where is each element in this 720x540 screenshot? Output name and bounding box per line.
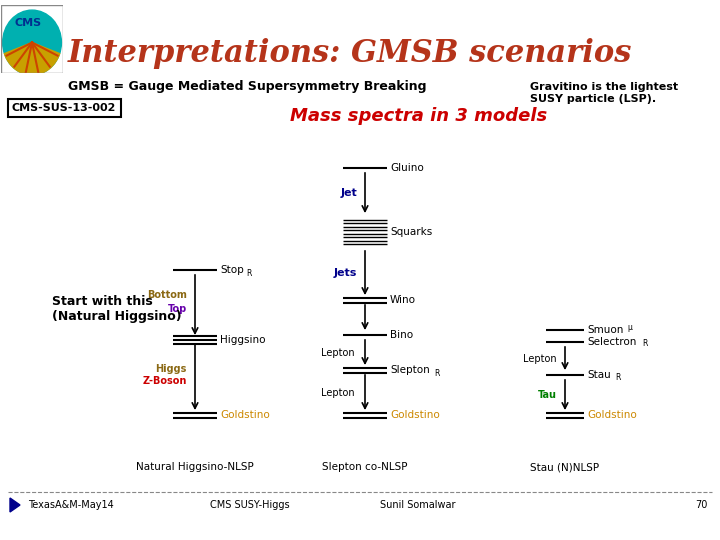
Text: Jet: Jet [341,188,357,198]
Text: Slepton: Slepton [390,365,430,375]
Text: Higgs: Higgs [156,363,187,374]
Circle shape [3,10,61,75]
Text: Start with this
(Natural Higgsino): Start with this (Natural Higgsino) [52,295,181,323]
Text: TexasA&M-May14: TexasA&M-May14 [28,500,114,510]
Text: Higgsino: Higgsino [220,335,266,345]
Text: R: R [434,369,439,379]
Text: Mass spectra in 3 models: Mass spectra in 3 models [290,107,547,125]
Text: Goldstino: Goldstino [220,410,270,420]
Polygon shape [10,498,20,512]
Text: Stau: Stau [587,370,611,380]
Text: R: R [642,340,647,348]
Text: R: R [615,374,621,382]
Text: Bottom: Bottom [147,289,187,300]
Text: Smuon: Smuon [587,325,624,335]
Text: Wino: Wino [390,295,416,305]
Text: Lepton: Lepton [321,348,355,357]
Text: Bino: Bino [390,330,413,340]
Text: Gluino: Gluino [390,163,424,173]
Text: Natural Higgsino-NLSP: Natural Higgsino-NLSP [136,462,254,472]
Text: Stop: Stop [220,265,244,275]
Text: Goldstino: Goldstino [587,410,636,420]
Text: Slepton co-NLSP: Slepton co-NLSP [323,462,408,472]
Text: Top: Top [168,303,187,314]
Text: Stau (N)NLSP: Stau (N)NLSP [531,462,600,472]
Wedge shape [4,43,60,75]
Text: Goldstino: Goldstino [390,410,440,420]
Text: Gravitino is the lightest
SUSY particle (LSP).: Gravitino is the lightest SUSY particle … [530,82,678,104]
Text: Sunil Somalwar: Sunil Somalwar [380,500,456,510]
Text: Selectron: Selectron [587,337,636,347]
Text: CMS SUSY-Higgs: CMS SUSY-Higgs [210,500,289,510]
Text: R: R [246,268,251,278]
Text: Interpretations: GMSB scenarios: Interpretations: GMSB scenarios [68,38,632,69]
Text: Lepton: Lepton [523,354,557,363]
Text: CMS: CMS [15,17,42,28]
Text: Jets: Jets [333,268,357,278]
Text: 70: 70 [696,500,708,510]
Text: Tau: Tau [538,390,557,400]
Text: Lepton: Lepton [321,388,355,397]
Text: CMS-SUS-13-002: CMS-SUS-13-002 [12,103,117,113]
Text: μ: μ [627,323,632,333]
Text: Z-Boson: Z-Boson [143,376,187,386]
Text: Squarks: Squarks [390,227,432,237]
Text: GMSB = Gauge Mediated Supersymmetry Breaking: GMSB = Gauge Mediated Supersymmetry Brea… [68,80,426,93]
